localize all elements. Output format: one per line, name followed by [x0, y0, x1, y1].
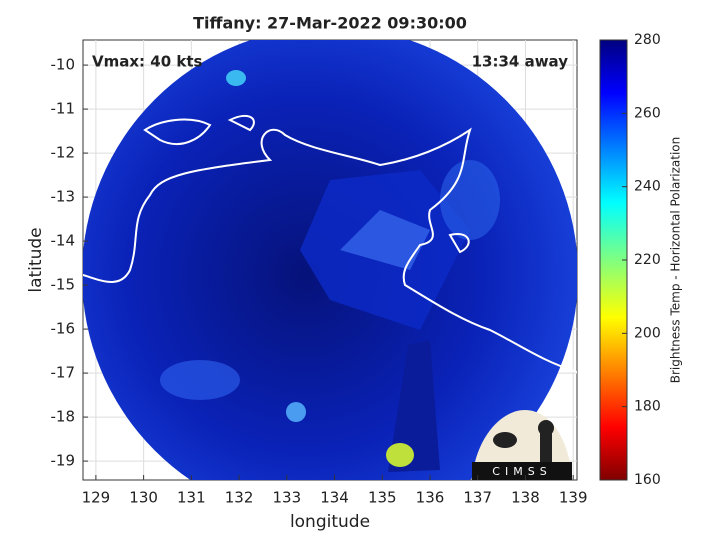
x-tick-label: 139 — [559, 489, 588, 507]
x-axis-label: longitude — [290, 512, 370, 532]
y-tick-label: -19 — [51, 452, 76, 470]
x-tick-label: 137 — [463, 489, 492, 507]
y-tick-label: -11 — [51, 100, 76, 118]
x-tick-label: 131 — [177, 489, 206, 507]
y-tick-label: -13 — [51, 188, 76, 206]
y-tick-label: -15 — [51, 276, 76, 294]
y-tick-label: -14 — [51, 232, 76, 250]
x-tick-label: 138 — [511, 489, 540, 507]
y-tick-label: -16 — [51, 320, 76, 338]
colorbar-tick-label: 200 — [634, 325, 661, 341]
x-tick-label: 134 — [320, 489, 349, 507]
colorbar-label: Brightness Temp - Horizontal Polarizatio… — [669, 137, 683, 384]
x-tick-label: 135 — [368, 489, 397, 507]
x-tick-label: 129 — [82, 489, 111, 507]
annotation: 13:34 away — [472, 53, 569, 71]
colorbar-tick-label: 240 — [634, 179, 661, 195]
colorbar-tick-label: 160 — [634, 472, 661, 488]
x-tick-label: 136 — [416, 489, 445, 507]
x-tick-label: 130 — [129, 489, 158, 507]
y-tick-label: -18 — [51, 408, 76, 426]
x-tick-label: 133 — [272, 489, 301, 507]
x-tick-label: 132 — [225, 489, 254, 507]
title: Tiffany: 27-Mar-2022 09:30:00 — [193, 14, 467, 33]
colorbar-tick-label: 280 — [634, 32, 661, 48]
satellite-image — [83, 40, 577, 480]
logo-text: CIMSS — [492, 465, 551, 478]
cimss-logo: CIMSS — [472, 410, 572, 480]
colorbar-tick-label: 220 — [634, 252, 661, 268]
y-tick-label: -10 — [51, 56, 76, 74]
annotation: Vmax: 40 kts — [92, 53, 202, 71]
y-axis-label: latitude — [26, 227, 46, 292]
y-tick-label: -17 — [51, 364, 76, 382]
colorbar-tick-label: 180 — [634, 399, 661, 415]
colorbar-tick-label: 260 — [634, 105, 661, 121]
y-tick-label: -12 — [51, 144, 76, 162]
